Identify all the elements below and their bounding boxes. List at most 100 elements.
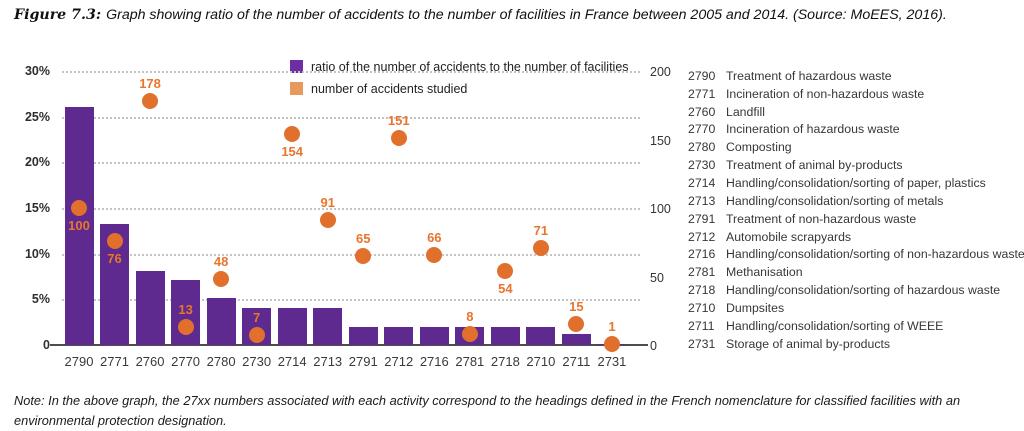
dot-value-2711: 15 — [569, 299, 584, 315]
dot-2718 — [497, 263, 514, 280]
dot-2771 — [106, 232, 123, 249]
facility-code: 2711 — [688, 318, 715, 333]
facility-label: Treatment of hazardous waste — [726, 68, 892, 83]
facility-code: 2710 — [688, 300, 716, 315]
facility-label: Handling/consolidation/sorting of metals — [726, 193, 944, 208]
dot-value-2771: 76 — [107, 250, 122, 266]
y-axis-tick: 10% — [24, 246, 50, 261]
facility-label: Handling/consolidation/sorting of hazard… — [726, 283, 1001, 298]
facility-label: Composting — [726, 140, 792, 155]
facility-code: 2780 — [688, 140, 716, 155]
facility-label: Treatment of animal by-products — [726, 158, 903, 173]
y-axis-tick: 30% — [24, 64, 50, 78]
facility-label: Dumpsites — [726, 300, 785, 315]
facility-code: 2760 — [688, 104, 716, 119]
facility-label: Automobile scrapyards — [726, 229, 852, 244]
facility-item-2771: 2771 Incineration of non-hazardous waste — [688, 85, 1024, 103]
facility-code: 2718 — [688, 283, 716, 298]
dot-value-2770: 13 — [178, 302, 193, 318]
facility-item-2710: 2710 Dumpsites — [688, 299, 1024, 317]
x-tick-2781: 2781 — [455, 354, 485, 369]
dot-value-2710: 71 — [533, 222, 549, 238]
facility-item-2714: 2714 Handling/consolidation/sorting of pa… — [688, 174, 1024, 192]
facility-label: Storage of animal by-products — [726, 336, 891, 351]
x-tick-2712: 2712 — [384, 354, 414, 369]
figure-number: Figure 7.3: — [14, 7, 102, 23]
x-tick-2731: 2731 — [597, 354, 627, 369]
dot-2791 — [355, 247, 372, 264]
dot-2712 — [390, 130, 407, 147]
dot-2710 — [532, 239, 549, 256]
gridline — [62, 208, 640, 210]
dot-2731 — [603, 335, 620, 352]
bar-2718 — [490, 326, 520, 345]
facility-list: 2790 Treatment of hazardous waste 2771 Inci… — [688, 67, 1024, 353]
x-tick-2711: 2711 — [562, 354, 591, 369]
dot-legend-swatch-icon — [290, 82, 303, 95]
facility-label: Handling/consolidation/sorting of WEEE — [726, 318, 944, 333]
dot-value-2760: 178 — [139, 76, 161, 92]
figure-title: Figure 7.3: Graph showing ratio of the nu… — [14, 7, 947, 23]
right-axis-tick: 50 — [650, 270, 664, 285]
dot-value-2780: 48 — [213, 254, 229, 270]
dot-2713 — [319, 212, 336, 229]
dot-2711 — [568, 316, 585, 333]
bar-2780 — [206, 298, 236, 345]
facility-item-2730: 2730 Treatment of animal by-products — [688, 156, 1024, 174]
dot-2781 — [461, 326, 478, 343]
x-tick-2714: 2714 — [277, 354, 307, 369]
x-tick-2716: 2716 — [419, 354, 449, 369]
figure-note: Note: In the above graph, the 27xx numbe… — [14, 393, 961, 429]
facility-code: 2713 — [688, 193, 716, 208]
facility-item-2770: 2770 Incineration of hazardous waste — [688, 121, 1024, 139]
gridline — [62, 162, 640, 165]
x-tick-2790: 2790 — [64, 354, 94, 369]
gridline — [62, 71, 640, 73]
facility-item-2711: 2711 Handling/consolidation/sorting of WE… — [688, 317, 1024, 335]
x-tick-2710: 2710 — [526, 354, 556, 369]
x-tick-2713: 2713 — [313, 354, 343, 369]
right-axis-tick: 0 — [650, 339, 657, 353]
facility-code: 2730 — [688, 158, 716, 173]
bar-legend-label: ratio of the number of accidents to the … — [311, 59, 629, 74]
dot-2790 — [71, 200, 87, 216]
facility-label: Incineration of non-hazardous waste — [726, 86, 925, 101]
dot-2730 — [248, 327, 265, 344]
dot-2714 — [284, 126, 301, 143]
bar-2711 — [561, 334, 591, 345]
facility-code: 2731 — [688, 336, 716, 351]
facility-code: 2712 — [688, 229, 716, 244]
gridline — [62, 299, 640, 302]
bar-2714 — [277, 307, 307, 345]
facility-item-2731: 2731 Storage of animal by-products — [688, 335, 1024, 353]
dot-value-2731: 1 — [608, 318, 616, 334]
bar-2713 — [313, 307, 343, 345]
dot-value-2790: 100 — [68, 218, 90, 233]
facility-label: Handling/consolidation/sorting of paper,… — [726, 175, 986, 190]
bar-legend-swatch-icon — [290, 60, 303, 73]
dot-value-2718: 54 — [498, 281, 513, 297]
y-axis-tick: 0 — [43, 338, 50, 352]
facility-item-2760: 2760 Landfill — [688, 103, 1024, 121]
facility-code: 2781 — [688, 265, 716, 280]
dot-2716 — [426, 246, 443, 263]
dot-legend-label: number of accidents studied — [311, 81, 468, 96]
bar-2710 — [526, 326, 556, 345]
right-axis-tick: 150 — [650, 133, 671, 148]
x-tick-2718: 2718 — [490, 354, 520, 369]
chart-legend: ratio of the number of accidents to the … — [290, 60, 629, 104]
facility-code: 2716 — [688, 247, 716, 262]
figure-caption: Graph showing ratio of the number of acc… — [106, 7, 947, 23]
facility-label: Methanisation — [726, 265, 803, 280]
facility-item-2712: 2712 Automobile scrapyards — [688, 228, 1024, 246]
facility-code: 2770 — [688, 122, 716, 137]
gridline — [62, 253, 640, 256]
x-tick-2780: 2780 — [206, 354, 236, 369]
facility-label: Treatment of non-hazardous waste — [726, 211, 917, 226]
y-axis-tick: 5% — [31, 292, 50, 307]
dot-value-2791: 65 — [356, 230, 371, 246]
x-tick-2791: 2791 — [348, 354, 378, 369]
facility-code: 2714 — [688, 175, 716, 190]
plot-area: 30% 25% 20% 15% 10% 5% 0 200 150 100 50 0 2790 2771 27… — [25, 64, 671, 369]
